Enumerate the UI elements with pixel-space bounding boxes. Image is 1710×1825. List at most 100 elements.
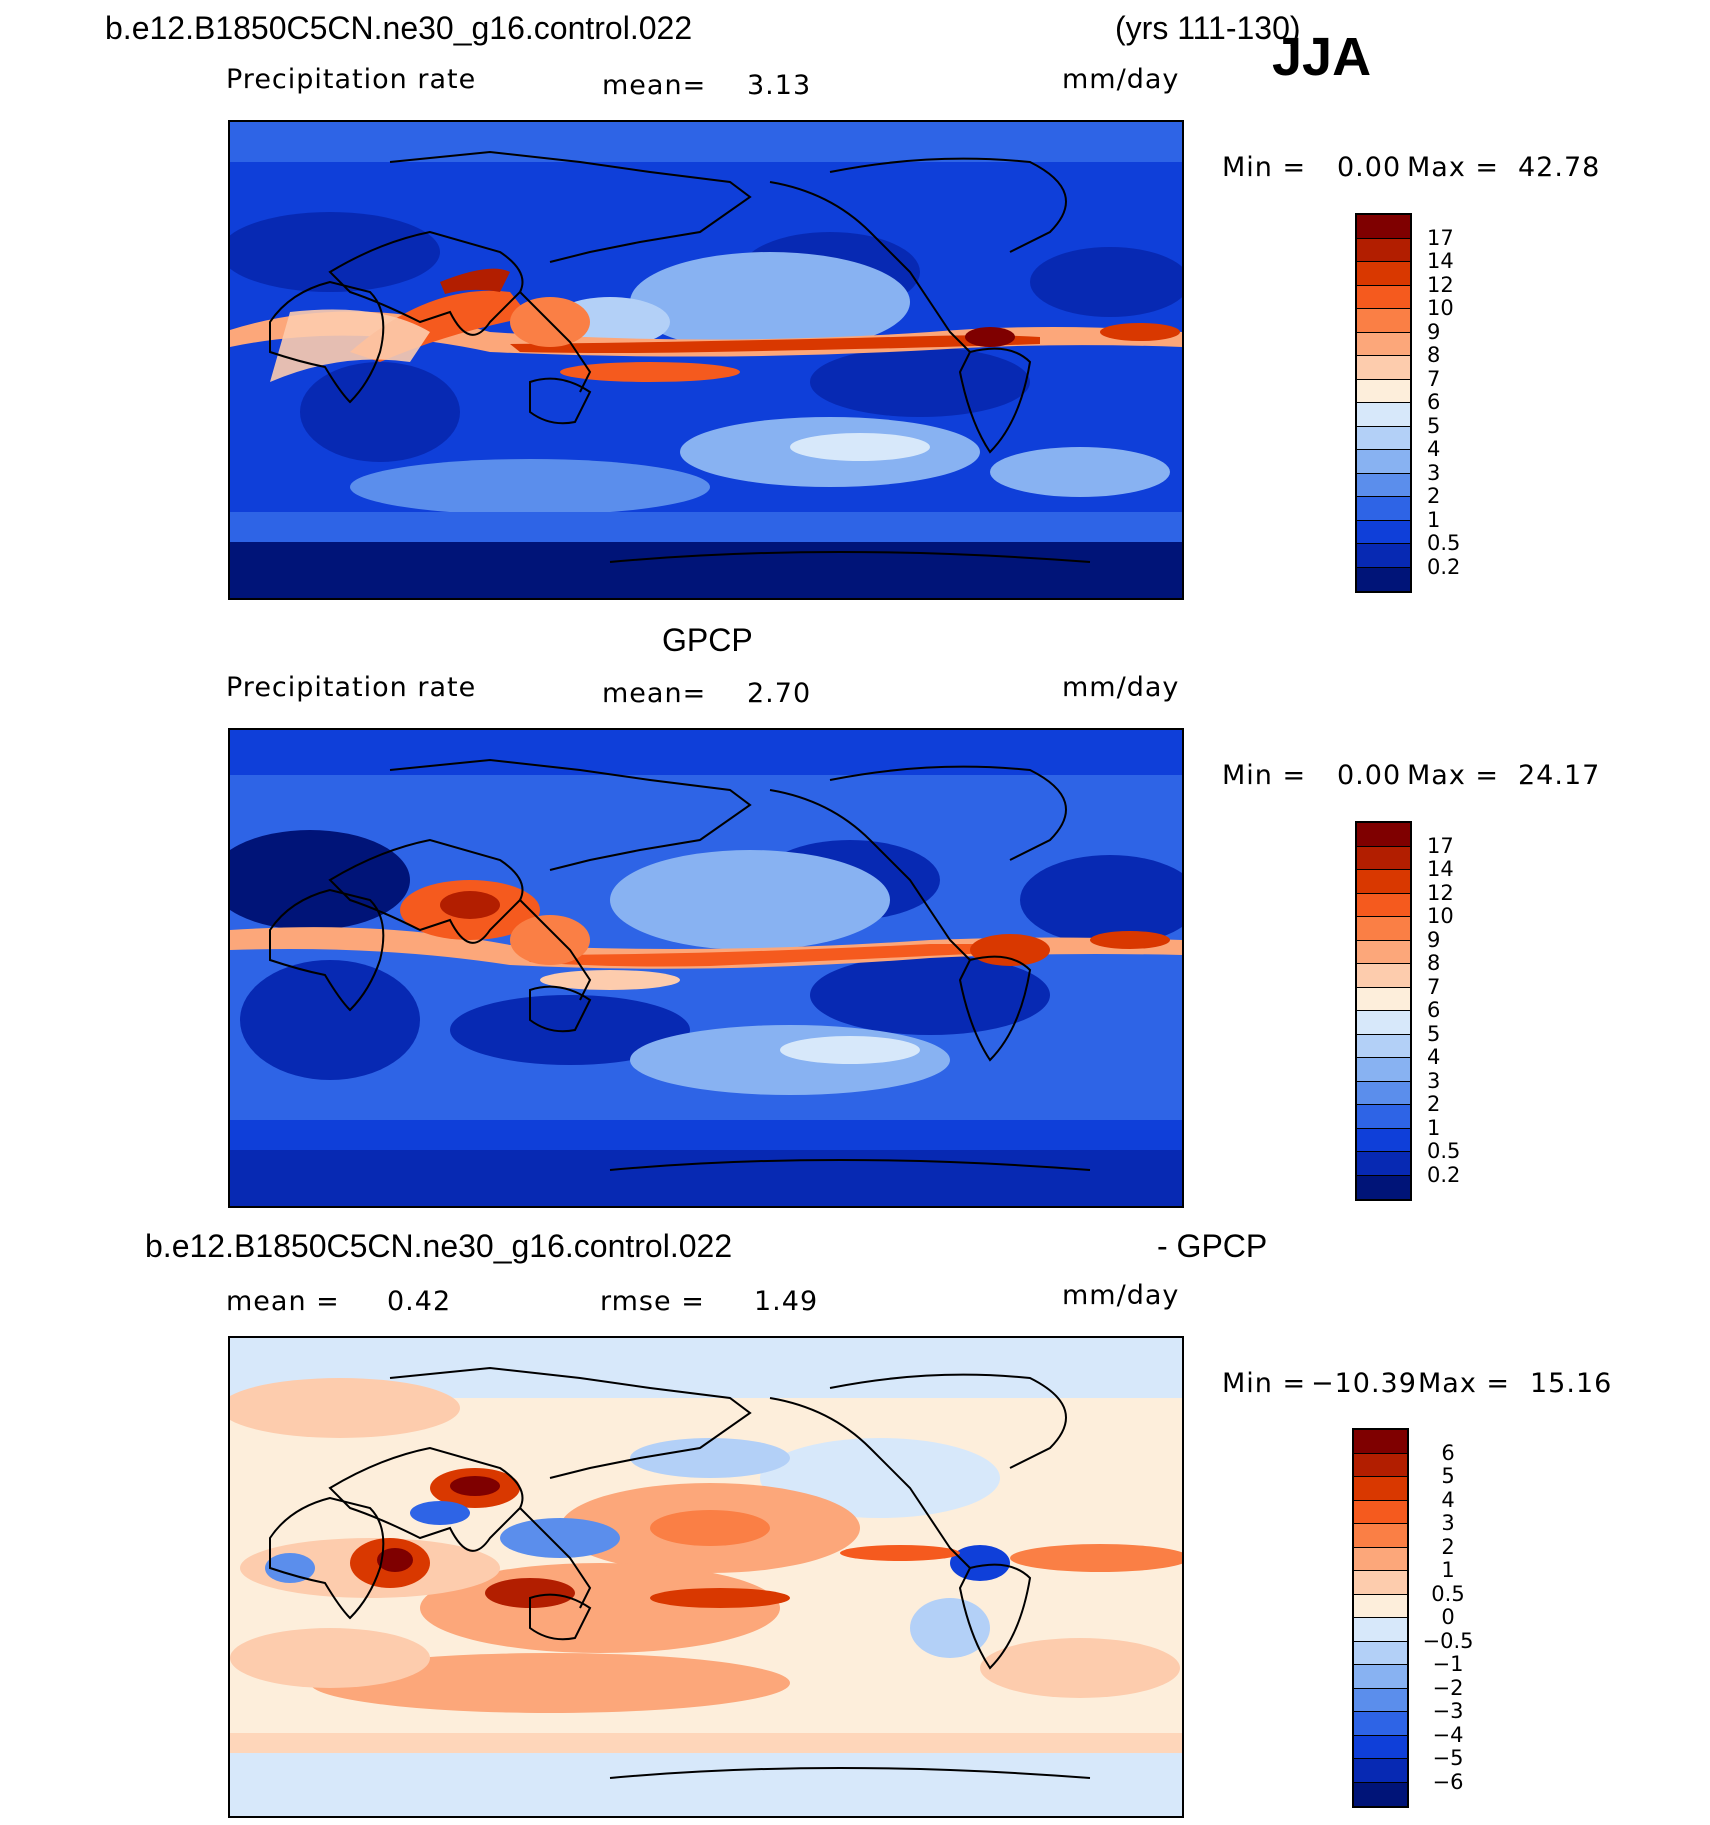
panel3-title-right: - GPCP	[1157, 1228, 1268, 1264]
colorbar-level-label: 8	[1427, 343, 1441, 367]
colorbar-swatch	[1357, 893, 1410, 917]
colorbar-level-label: 5	[1441, 1464, 1455, 1488]
colorbar-swatch	[1357, 450, 1410, 474]
panel3-mean-label: mean =	[226, 1286, 340, 1317]
colorbar-level-label: 10	[1427, 904, 1454, 928]
colorbar-level-label: 12	[1427, 880, 1454, 905]
colorbar-swatch	[1357, 215, 1410, 239]
panel3-rmse-label: rmse =	[600, 1286, 705, 1317]
colorbar-swatch	[1354, 1547, 1407, 1571]
colorbar-level-label: 0.2	[1427, 554, 1461, 579]
colorbar-level-label: 10	[1427, 296, 1454, 320]
colorbar-swatch	[1357, 262, 1410, 286]
panel3-units: mm/day	[1062, 1280, 1180, 1311]
colorbar-swatch	[1357, 520, 1410, 544]
season-label: JJA	[1272, 27, 1372, 87]
colorbar-level-label: 6	[1427, 390, 1441, 414]
colorbar-level-label: 12	[1427, 272, 1454, 297]
colorbar-level-label: 5	[1427, 1021, 1441, 1046]
colorbar-level-label: 9	[1427, 319, 1441, 344]
colorbar-swatch	[1354, 1500, 1407, 1524]
colorbar-swatch	[1357, 379, 1410, 403]
colorbar-level-label: −5	[1432, 1746, 1464, 1770]
colorbar-level-label: 8	[1427, 951, 1441, 975]
panel2-title: GPCP	[662, 622, 753, 658]
years-label: (yrs 111-130)	[1115, 10, 1301, 46]
colorbar-swatch	[1354, 1735, 1407, 1759]
colorbar-level-label: 7	[1427, 974, 1441, 999]
panel1-colorbar	[1355, 213, 1412, 593]
panel2-min-label: Min =	[1222, 760, 1307, 791]
colorbar-level-label: −6	[1432, 1769, 1464, 1794]
panel2-units: mm/day	[1062, 672, 1180, 703]
colorbar-swatch	[1354, 1712, 1407, 1736]
panel2-map	[228, 728, 1184, 1208]
colorbar-swatch	[1357, 940, 1410, 964]
colorbar-swatch	[1357, 1034, 1410, 1058]
colorbar-swatch	[1357, 846, 1410, 870]
panel1-mean-label: mean=	[602, 70, 707, 101]
colorbar-level-label: −3	[1432, 1699, 1464, 1723]
colorbar-level-label: 0.5	[1431, 1581, 1465, 1606]
colorbar-level-label: 14	[1427, 249, 1454, 273]
colorbar-swatch	[1357, 1081, 1410, 1105]
colorbar-swatch	[1357, 473, 1410, 497]
panel1-max-value: 42.78	[1518, 152, 1601, 183]
colorbar-swatch	[1354, 1618, 1407, 1642]
colorbar-swatch	[1357, 238, 1410, 262]
colorbar-level-label: 9	[1427, 927, 1441, 952]
colorbar-swatch	[1357, 917, 1410, 941]
colorbar-swatch	[1357, 1152, 1410, 1176]
panel2-mean-value: 2.70	[747, 678, 812, 709]
colorbar-level-label: 2	[1441, 1534, 1455, 1559]
colorbar-swatch	[1354, 1571, 1407, 1595]
colorbar-swatch	[1357, 544, 1410, 568]
colorbar-level-label: −2	[1432, 1675, 1464, 1700]
colorbar-swatch	[1357, 285, 1410, 309]
panel2-colorbar	[1355, 821, 1412, 1201]
colorbar-swatch	[1357, 332, 1410, 356]
colorbar-swatch	[1357, 1011, 1410, 1035]
colorbar-swatch	[1357, 1058, 1410, 1082]
panel2-max-label: Max =	[1407, 760, 1500, 791]
colorbar-level-label: 2	[1427, 484, 1441, 508]
panel1-max-label: Max =	[1407, 152, 1500, 183]
colorbar-level-label: 0.5	[1427, 531, 1461, 555]
panel2-min-value: 0.00	[1337, 760, 1402, 791]
colorbar-level-label: 1	[1427, 507, 1441, 532]
panel3-title-left: b.e12.B1850C5CN.ne30_g16.control.022	[145, 1228, 733, 1264]
colorbar-swatch	[1354, 1594, 1407, 1618]
colorbar-swatch	[1357, 870, 1410, 894]
colorbar-level-label: 2	[1427, 1092, 1441, 1116]
colorbar-level-label: 6	[1427, 998, 1441, 1022]
colorbar-swatch	[1357, 987, 1410, 1011]
colorbar-level-label: −1	[1432, 1652, 1464, 1676]
panel3-max-value: 15.16	[1530, 1368, 1613, 1399]
colorbar-level-label: 0	[1441, 1605, 1455, 1629]
colorbar-swatch	[1357, 1175, 1410, 1199]
colorbar-level-label: 0.2	[1427, 1162, 1461, 1187]
panel3-min-value: −10.39	[1311, 1368, 1417, 1399]
panel1-mean-value: 3.13	[747, 70, 812, 101]
colorbar-level-label: 7	[1427, 366, 1441, 391]
case-title: b.e12.B1850C5CN.ne30_g16.control.022	[105, 10, 693, 46]
colorbar-swatch	[1357, 567, 1410, 591]
panel2-max-value: 24.17	[1518, 760, 1601, 791]
colorbar-swatch	[1357, 1105, 1410, 1129]
colorbar-level-label: −0.5	[1422, 1628, 1474, 1653]
colorbar-level-label: 3	[1441, 1511, 1455, 1535]
colorbar-swatch	[1357, 403, 1410, 427]
colorbar-swatch	[1357, 964, 1410, 988]
colorbar-level-label: 4	[1427, 1045, 1441, 1069]
colorbar-level-label: 14	[1427, 857, 1454, 881]
colorbar-swatch	[1354, 1641, 1407, 1665]
panel3-max-label: Max =	[1418, 1368, 1511, 1399]
colorbar-level-label: 5	[1427, 413, 1441, 438]
colorbar-level-label: 6	[1441, 1440, 1455, 1465]
panel3-rmse-value: 1.49	[754, 1286, 819, 1317]
colorbar-swatch	[1357, 497, 1410, 521]
colorbar-level-label: 1	[1427, 1115, 1441, 1140]
colorbar-swatch	[1357, 1128, 1410, 1152]
panel1-min-label: Min =	[1222, 152, 1307, 183]
colorbar-level-label: 3	[1427, 1068, 1441, 1093]
